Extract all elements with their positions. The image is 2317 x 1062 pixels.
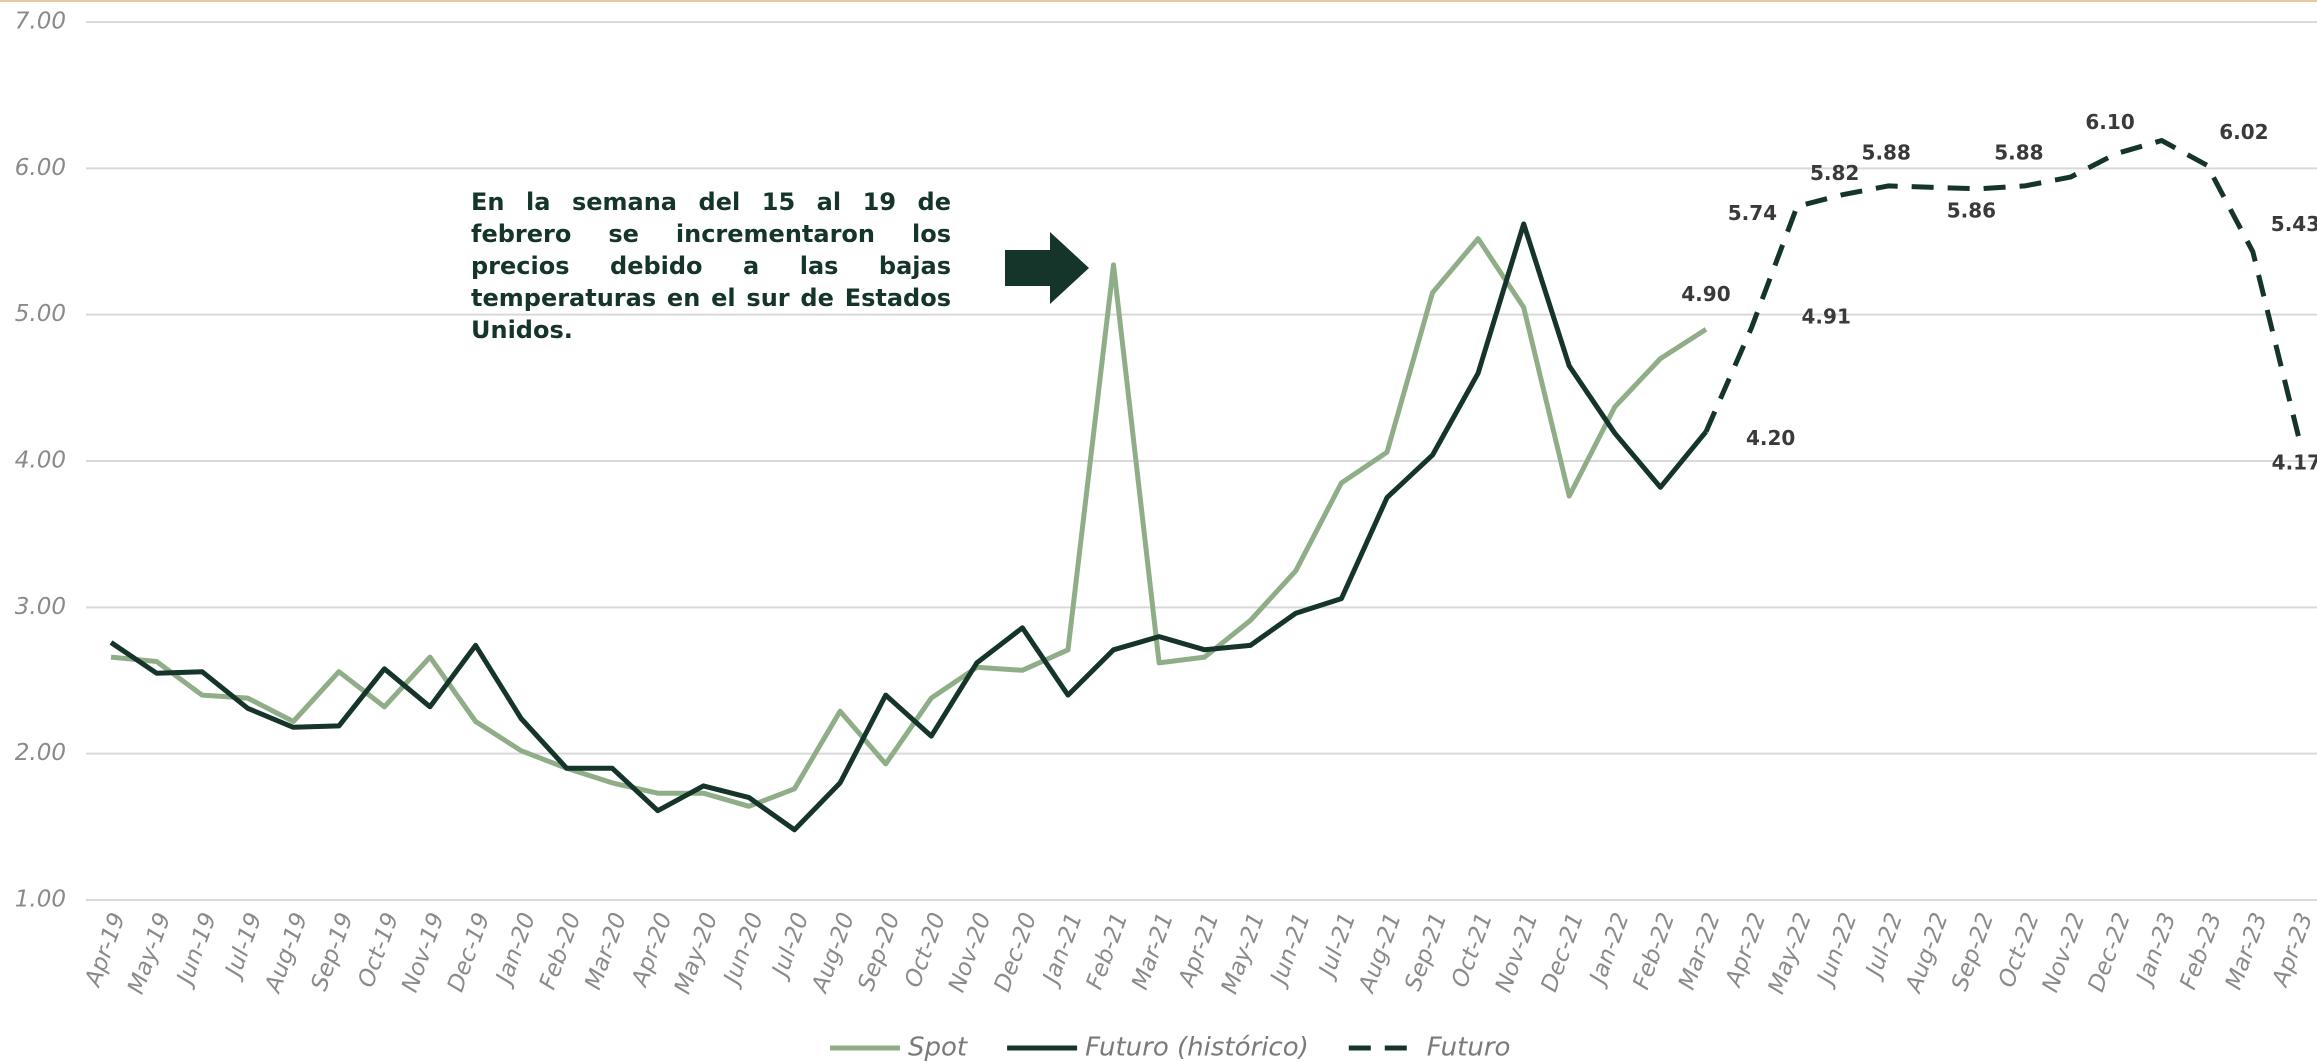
x-tick-label: Jun-19 [171, 909, 222, 991]
x-tick-label: Jan-23 [2131, 909, 2182, 990]
y-tick-label: 4.00 [15, 448, 66, 474]
x-tick-label: Apr-23 [2267, 909, 2317, 991]
x-tick-label: Dec-20 [990, 909, 1043, 995]
x-tick-label: Sep-21 [1400, 909, 1452, 994]
x-tick-label: Oct-22 [1994, 909, 2045, 991]
x-tick-label: Oct-21 [1447, 909, 1498, 991]
x-tick-label: Feb-23 [2175, 909, 2227, 993]
x-tick-label: Apr-19 [80, 909, 131, 991]
x-tick-label: Aug-21 [1353, 909, 1406, 997]
data-label: 4.90 [1681, 282, 1730, 306]
x-tick-label: Apr-21 [1173, 909, 1224, 991]
data-label: 4.17 [2272, 451, 2317, 475]
y-tick-label: 1.00 [15, 887, 66, 913]
data-label: 5.43 [2271, 212, 2317, 236]
data-label: 5.88 [1862, 140, 1911, 164]
y-tick-label: 3.00 [15, 594, 66, 620]
data-label: 4.20 [1746, 426, 1795, 450]
data-label: 5.74 [1728, 201, 1777, 225]
series-line [1706, 141, 2298, 437]
y-tick-label: 7.00 [15, 9, 66, 35]
legend-label: Spot [908, 1033, 968, 1062]
x-tick-label: Sep-19 [306, 909, 358, 994]
x-tick-label: Mar-23 [2221, 909, 2273, 993]
x-tick-label: Sep-20 [853, 909, 905, 994]
x-tick-label: Dec-22 [2083, 909, 2136, 995]
x-tick-label: May-21 [1217, 909, 1270, 997]
x-tick-label: Apr-20 [626, 909, 677, 991]
x-tick-label: Nov-20 [944, 909, 997, 995]
x-tick-label: Oct-20 [900, 909, 951, 991]
x-tick-label: Mar-20 [580, 909, 632, 993]
data-label: 5.82 [1810, 161, 1859, 185]
x-tick-label: Jun-20 [718, 909, 769, 991]
y-tick-label: 5.00 [15, 301, 66, 327]
data-label: 4.91 [1802, 304, 1851, 328]
x-tick-label: Nov-22 [2038, 909, 2091, 995]
data-label: 6.10 [2085, 110, 2134, 134]
x-tick-label: Mar-21 [1127, 909, 1179, 993]
x-tick-label: Jun-22 [1811, 909, 1862, 991]
data-label: 5.88 [1994, 140, 2043, 164]
x-tick-label: Jun-21 [1265, 909, 1316, 991]
x-tick-label: Dec-19 [443, 909, 496, 995]
x-tick-label: Dec-21 [1536, 909, 1589, 995]
x-tick-label: Mar-22 [1674, 909, 1726, 993]
x-tick-label: Jan-20 [490, 909, 541, 990]
x-tick-label: Nov-21 [1491, 909, 1544, 995]
x-tick-label: Jul-21 [1313, 909, 1361, 983]
x-tick-label: Nov-19 [397, 909, 450, 995]
y-tick-label: 6.00 [15, 155, 66, 181]
arrow [1005, 232, 1089, 304]
x-tick-label: Apr-22 [1720, 909, 1771, 991]
x-tick-label: Jul-20 [766, 909, 814, 983]
data-label: 6.02 [2219, 120, 2268, 144]
x-tick-label: Jan-21 [1037, 909, 1088, 990]
x-tick-label: Feb-21 [1082, 909, 1134, 993]
x-tick-label: Feb-20 [535, 909, 587, 993]
x-tick-label: Aug-22 [1900, 909, 1953, 997]
x-tick-label: Oct-19 [353, 909, 404, 991]
chart: 1.00 2.00 3.00 4.00 5.00 6.00 7.00 Apr-19May-19… [0, 0, 2317, 1062]
annotation: En la semana del 15 al 19 de febrero se … [471, 186, 951, 346]
x-tick-label: Aug-19 [260, 909, 313, 997]
x-tick-label: Feb-22 [1628, 909, 1680, 993]
x-tick-label: Jul-22 [1860, 909, 1908, 983]
page: 1.00 2.00 3.00 4.00 5.00 6.00 7.00 Apr-19May-19… [0, 0, 2317, 1062]
x-tick-label: Sep-22 [1947, 909, 1999, 994]
legend-label: Futuro [1427, 1033, 1511, 1062]
x-tick-label: Aug-20 [807, 909, 860, 997]
x-tick-label: May-22 [1764, 909, 1817, 997]
data-label: 5.86 [1947, 198, 1996, 222]
x-tick-label: May-20 [670, 909, 723, 997]
y-tick-label: 2.00 [15, 740, 66, 766]
legend-label: Futuro (histórico) [1085, 1033, 1309, 1062]
x-tick-label: Jul-19 [219, 909, 267, 983]
x-tick-label: Jan-22 [1584, 909, 1635, 990]
x-tick-label: May-19 [123, 909, 176, 997]
